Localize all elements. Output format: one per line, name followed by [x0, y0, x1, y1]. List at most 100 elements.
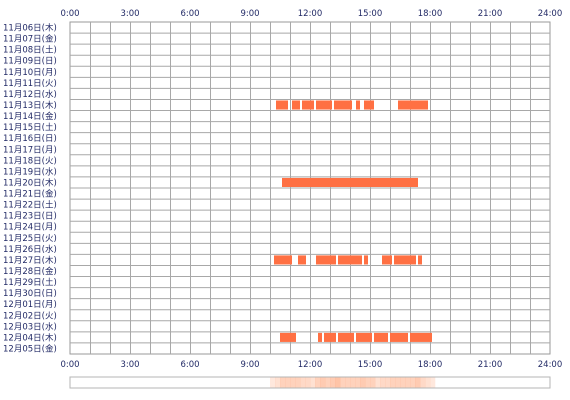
row-label: 11月28日(金) [3, 266, 57, 277]
row-label: 12月01日(月) [3, 300, 57, 310]
x-tick-label: 12:00 [298, 360, 323, 370]
activity-bar [398, 100, 428, 110]
activity-bar [282, 177, 418, 187]
row-label: 11月16日(日) [3, 134, 57, 144]
x-tick-label: 12:00 [298, 9, 323, 19]
heat-cell [380, 377, 386, 388]
row-label: 11月24日(月) [3, 223, 57, 233]
heat-cell [340, 377, 346, 388]
row-label: 12月03日(水) [3, 321, 57, 332]
row-label: 11月12日(水) [3, 89, 57, 100]
x-tick-label: 21:00 [478, 360, 503, 370]
row-label: 11月26日(水) [3, 244, 57, 255]
row-label: 11月15日(土) [3, 122, 57, 133]
row-label: 11月13日(木) [3, 100, 57, 111]
activity-bar [334, 100, 352, 110]
heat-cell [430, 377, 436, 388]
activity-bar [338, 255, 362, 265]
heat-cell [270, 377, 276, 388]
x-tick-label: 0:00 [60, 9, 79, 19]
activity-bar [394, 255, 416, 265]
row-label: 11月17日(月) [3, 145, 57, 155]
activity-bar [276, 100, 288, 110]
heat-cell [305, 377, 311, 388]
x-tick-label: 15:00 [358, 360, 383, 370]
heat-cell [290, 377, 296, 388]
activity-bar [292, 100, 300, 110]
heat-cell [405, 377, 411, 388]
x-ticks-top: 0:00 3:00 6:00 9:00 12:00 15:00 18:00 21:00 24:0… [60, 9, 562, 19]
activity-bar [390, 332, 408, 342]
heat-cell [365, 377, 371, 388]
row-label: 11月10日(月) [3, 68, 57, 78]
row-label: 11月09日(日) [3, 57, 57, 67]
heat-cell [320, 377, 326, 388]
heat-cell [400, 377, 406, 388]
heat-cell [285, 377, 291, 388]
x-tick-label: 6:00 [180, 360, 199, 370]
x-tick-label: 18:00 [418, 9, 443, 19]
activity-bar [324, 332, 336, 342]
chart-bars [274, 100, 432, 342]
activity-bar [274, 255, 292, 265]
heat-cell [375, 377, 381, 388]
activity-bar [410, 332, 432, 342]
row-label: 12月02日(火) [3, 311, 57, 321]
row-label: 11月07日(金) [3, 34, 57, 45]
heat-cell [410, 377, 416, 388]
activity-bar [280, 332, 296, 342]
x-tick-label: 15:00 [358, 9, 383, 19]
row-label: 11月19日(水) [3, 166, 57, 177]
heat-cell [315, 377, 321, 388]
heat-cell [345, 377, 351, 388]
heat-cell [420, 377, 426, 388]
activity-bar [316, 255, 336, 265]
activity-bar [302, 100, 314, 110]
activity-bar [298, 255, 306, 265]
heat-cell [395, 377, 401, 388]
heat-cell [390, 377, 396, 388]
row-label: 11月06日(木) [3, 23, 57, 34]
heat-cell [275, 377, 281, 388]
activity-bar [356, 332, 372, 342]
row-label: 11月18日(火) [3, 156, 57, 166]
heat-cell [335, 377, 341, 388]
heat-cell [355, 377, 361, 388]
heat-cell [295, 377, 301, 388]
heat-cell [330, 377, 336, 388]
row-label: 12月05日(金) [3, 343, 57, 354]
heat-cell [310, 377, 316, 388]
row-label: 11月27日(木) [3, 255, 57, 266]
activity-bar [382, 255, 392, 265]
x-tick-label: 9:00 [240, 9, 259, 19]
row-label: 11月30日(日) [3, 289, 57, 299]
chart-grid [69, 21, 551, 355]
row-label: 11月23日(日) [3, 212, 57, 222]
x-tick-label: 3:00 [120, 360, 139, 370]
activity-bar [356, 100, 360, 110]
row-label: 11月25日(火) [3, 234, 57, 244]
heat-cell [370, 377, 376, 388]
row-label: 11月14日(金) [3, 111, 57, 122]
x-tick-label: 9:00 [240, 360, 259, 370]
heat-cell [300, 377, 306, 388]
row-labels: 11月06日(木)11月07日(金)11月08日(土)11月09日(日)11月1… [3, 23, 57, 355]
heat-cell [280, 377, 286, 388]
row-label: 11月08日(土) [3, 45, 57, 56]
activity-bar [364, 255, 368, 265]
activity-bar [338, 332, 354, 342]
row-label: 11月21日(金) [3, 189, 57, 200]
activity-bar [418, 255, 422, 265]
x-tick-label: 18:00 [418, 360, 443, 370]
activity-bar [316, 100, 332, 110]
x-tick-label: 6:00 [180, 9, 199, 19]
heat-cell [425, 377, 431, 388]
x-tick-label: 3:00 [120, 9, 139, 19]
activity-heat-strip [69, 376, 551, 389]
x-tick-label: 21:00 [478, 9, 503, 19]
heat-cell [325, 377, 331, 388]
heat-strip-frame [69, 376, 551, 389]
heat-cell [385, 377, 391, 388]
row-label: 11月20日(木) [3, 177, 57, 188]
